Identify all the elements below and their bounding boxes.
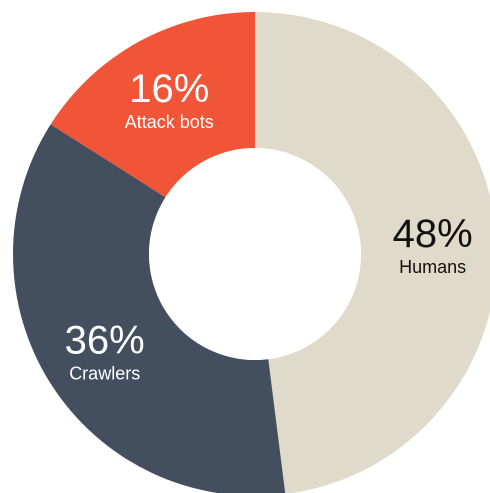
slice-category-label-attack-bots: Attack bots bbox=[125, 112, 214, 132]
slice-value-label-crawlers: 36% bbox=[65, 318, 145, 362]
slice-attack-bots bbox=[50, 12, 256, 198]
donut-hole bbox=[149, 148, 361, 360]
slice-value-label-humans: 48% bbox=[393, 212, 473, 256]
labels-layer: 48%Humans 36%Crawlers 16%Attack bots bbox=[65, 67, 473, 383]
slice-category-label-humans: Humans bbox=[399, 257, 466, 277]
slices-layer bbox=[13, 12, 490, 493]
slice-category-label-crawlers: Crawlers bbox=[69, 363, 140, 383]
slice-crawlers bbox=[13, 124, 286, 493]
slice-value-label-attack-bots: 16% bbox=[129, 67, 209, 111]
slice-humans bbox=[255, 12, 490, 493]
